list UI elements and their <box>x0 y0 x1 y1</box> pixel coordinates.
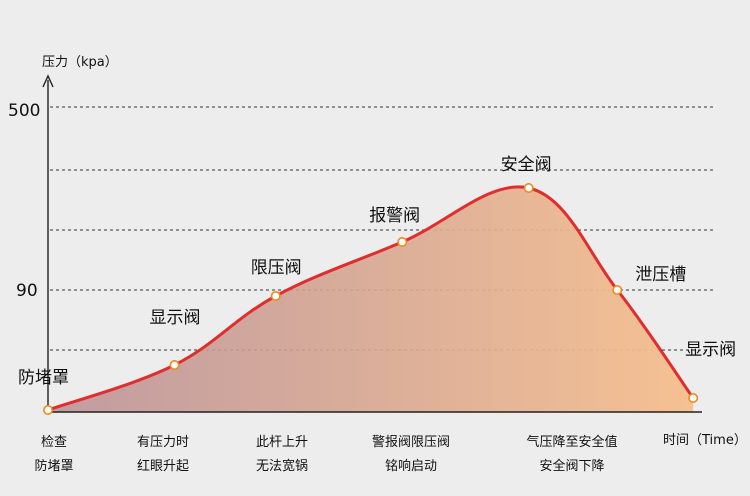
category-label-1-0: 有压力时 <box>137 435 189 450</box>
data-point-4 <box>523 183 534 194</box>
category-label-1-1: 红眼升起 <box>137 458 189 474</box>
data-markers <box>42 183 699 415</box>
point-label-6: 显示阀 <box>685 340 736 360</box>
data-point-5 <box>612 284 623 295</box>
category-label-2-1: 无法宽锅 <box>256 458 308 474</box>
point-label-4: 安全阀 <box>501 155 552 175</box>
point-label-3: 报警阀 <box>369 206 420 226</box>
data-point-2 <box>270 290 281 301</box>
data-point-1 <box>169 359 180 370</box>
y-tick-500: 500 <box>8 101 40 121</box>
category-label-0-0: 检查 <box>41 435 67 450</box>
data-point-0 <box>42 404 53 415</box>
point-label-2: 限压阀 <box>251 258 302 278</box>
y-axis-arrow <box>42 74 54 88</box>
category-label-4-1: 安全阀下降 <box>539 458 604 474</box>
category-label-0-1: 防堵罩 <box>34 458 73 474</box>
point-label-1: 显示阀 <box>150 308 201 328</box>
point-label-0: 防堵罩 <box>18 368 69 388</box>
point-label-5: 泄压槽 <box>635 265 686 285</box>
x-axis-label: 时间（Time） <box>663 433 747 448</box>
category-label-4-0: 气压降至安全值 <box>526 434 617 450</box>
y-tick-90: 90 <box>16 281 38 301</box>
pressure-area <box>48 186 694 412</box>
y-axis-label: 压力（kpa） <box>42 55 118 70</box>
data-point-3 <box>397 237 408 248</box>
category-label-2-0: 此杆上升 <box>256 435 308 450</box>
data-point-6 <box>688 392 699 403</box>
category-label-3-0: 警报阀限压阀 <box>372 434 450 450</box>
category-label-3-1: 铭响启动 <box>385 458 437 474</box>
